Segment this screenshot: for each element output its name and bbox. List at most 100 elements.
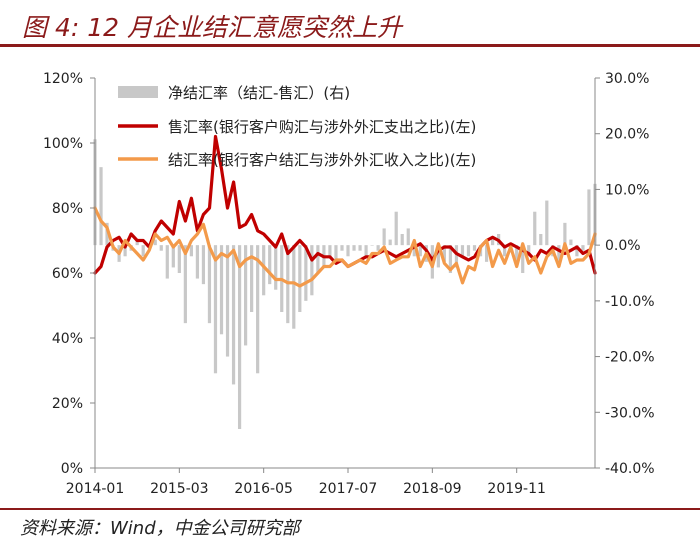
net-settlement-bar [195,245,200,279]
net-settlement-bar [364,245,368,257]
legend-label: 结汇率(银行客户结汇与涉外外汇收入之比)(左) [168,151,476,169]
net-settlement-bar [201,245,206,285]
right-tick-label: 10.0% [605,182,649,198]
net-settlement-bar [436,245,440,268]
net-settlement-bar [244,245,248,346]
net-settlement-bar [454,245,459,268]
net-settlement-bar [388,239,392,246]
net-settlement-bar [400,234,404,246]
net-settlement-bar [581,245,585,251]
net-settlement-bar [213,245,218,374]
net-settlement-bar [262,245,266,296]
right-tick-label: -40.0% [605,461,655,477]
net-settlement-bar [304,245,308,301]
right-tick-label: -30.0% [605,405,655,421]
net-settlement-bar [231,245,236,385]
net-settlement-bar [135,239,139,246]
x-tick-label: 2019-11 [487,481,546,497]
net-settlement-bar [490,239,495,246]
rate-lines [93,134,597,288]
net-settlement-bar [346,245,350,257]
title-rule [0,44,700,47]
x-tick-label: 2018-09 [403,481,462,497]
net-settlement-bar [334,245,338,262]
right-tick-label: 20.0% [605,127,649,143]
net-settlement-bar [376,245,380,251]
legend-label: 净结汇率（结汇-售汇）(右) [168,84,350,102]
figure-title: 图 4: 12 月企业结汇意愿突然上升 [22,13,402,42]
net-settlement-bar [545,200,549,246]
net-settlement-bar [370,245,374,246]
net-settlement-bars [93,139,597,429]
chart: 0% 20% 40% 60% 80% 100% 120% -40.0% -30.0% -20.0%… [43,71,655,497]
net-settlement-bar [412,245,416,257]
net-settlement-bar [237,245,242,429]
net-settlement-bar [225,245,230,357]
net-settlement-bar [521,245,525,273]
net-settlement-bar [340,245,344,251]
net-settlement-bar [298,245,302,312]
x-tick-label: 2014-01 [66,481,125,497]
legend-label: 售汇率(银行客户购汇与涉外外汇支出之比)(左) [168,118,476,136]
net-settlement-bar [292,245,296,329]
left-tick-label: 60% [52,266,83,282]
net-settlement-bar [219,245,224,335]
net-settlement-bar [310,245,314,296]
net-settlement-bar [177,245,181,273]
net-settlement-bar [382,228,386,246]
net-settlement-bar [557,245,561,262]
net-settlement-bar [442,245,446,262]
net-settlement-bar [189,245,193,257]
net-settlement-bar [352,245,356,251]
net-settlement-bar [123,245,127,257]
net-settlement-bar [466,245,471,257]
net-settlement-bar [575,245,579,257]
net-settlement-bar [527,245,531,257]
net-settlement-bar [406,228,410,246]
net-settlement-bar [460,245,465,257]
net-settlement-bar [328,245,332,257]
net-settlement-bar [358,245,362,251]
net-settlement-bar [165,245,169,279]
net-settlement-bar [268,245,272,285]
settlement-rate-line [93,206,597,288]
legend-swatch-bars [118,86,158,98]
net-settlement-bar [515,245,519,262]
net-settlement-bar [207,245,212,324]
net-settlement-bar [105,222,109,246]
net-settlement-bar [99,167,103,246]
net-settlement-bar [394,211,398,246]
net-settlement-bar [563,222,567,246]
right-tick-label: -10.0% [605,294,655,310]
right-tick-label: -20.0% [605,350,655,366]
net-settlement-bar [250,245,254,312]
axes: 0% 20% 40% 60% 80% 100% 120% -40.0% -30.0% -20.0%… [43,71,655,497]
x-tick-label: 2017-07 [319,481,378,497]
net-settlement-bar [418,245,422,257]
right-tick-label: 30.0% [605,71,649,87]
left-tick-label: 80% [52,201,83,217]
net-settlement-bar [587,189,591,246]
net-settlement-bar [533,211,537,246]
left-tick-label: 0% [61,461,83,477]
left-tick-label: 100% [43,136,83,152]
source-note: 资料来源：Wind，中金公司研究部 [20,518,300,539]
net-settlement-bar [141,245,145,257]
net-settlement-bar [539,234,543,246]
left-tick-label: 120% [43,71,83,87]
left-tick-label: 40% [52,331,83,347]
net-settlement-bar [316,245,320,273]
right-tick-label: 0.0% [605,238,641,254]
net-settlement-bar [484,245,489,262]
x-tick-label: 2016-05 [234,481,293,497]
source-rule [0,508,700,510]
net-settlement-bar [503,245,507,257]
net-settlement-bar [256,245,260,374]
net-settlement-bar [171,245,175,268]
net-settlement-bar [153,239,157,246]
net-settlement-bar [569,239,573,246]
net-settlement-bar [183,245,187,324]
net-settlement-bar [159,245,163,251]
x-tick-label: 2015-03 [150,481,209,497]
left-tick-label: 20% [52,396,83,412]
